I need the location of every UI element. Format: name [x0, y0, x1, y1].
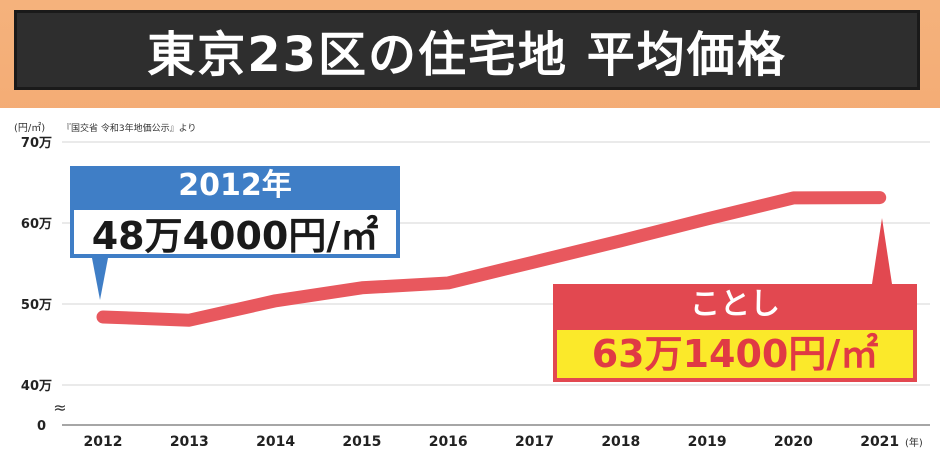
data-point: [706, 217, 709, 220]
y-zero-label: 0: [37, 419, 46, 434]
data-point: [447, 281, 450, 284]
y-tick-label: 70万: [21, 136, 52, 151]
x-tick-label: 2021: [860, 434, 899, 450]
chart-title: 東京23区の住宅地 平均価格: [147, 27, 787, 83]
x-axis-unit: (年): [905, 436, 923, 449]
data-point: [274, 299, 277, 302]
data-point: [619, 239, 622, 242]
x-tick-label: 2013: [170, 434, 209, 450]
title-bar: 東京23区の住宅地 平均価格: [14, 10, 920, 90]
data-point: [102, 315, 104, 318]
callout-2012: 2012年 48万4000円/㎡: [70, 166, 400, 258]
x-tick-label: 2015: [342, 434, 381, 450]
x-tick-label: 2017: [515, 434, 554, 450]
callout-2012-year: 2012年: [70, 166, 400, 206]
y-tick-label: 40万: [21, 379, 52, 394]
y-tick-label: 60万: [21, 217, 52, 232]
x-tick-label: 2020: [774, 434, 813, 450]
x-tick-label: 2012: [84, 434, 123, 450]
data-point: [533, 260, 536, 263]
series-line: [96, 191, 887, 327]
callout-2012-pointer: [92, 258, 108, 300]
y-tick-label: 50万: [21, 298, 52, 313]
data-point: [792, 196, 795, 199]
y-axis-unit: (円/㎡): [14, 123, 46, 134]
x-tick-label: 2018: [601, 434, 640, 450]
data-point: [188, 319, 191, 322]
data-point: [878, 196, 881, 199]
callout-current-value: 63万1400円/㎡: [553, 326, 917, 382]
axis-break-symbol: ≈: [53, 398, 66, 417]
callout-2012-value: 48万4000円/㎡: [70, 206, 400, 258]
x-tick-label: 2014: [256, 434, 295, 450]
callout-current-pointer: [872, 218, 892, 284]
data-point: [360, 286, 363, 289]
x-tick-label: 2016: [429, 434, 468, 450]
callout-current: ことし 63万1400円/㎡: [553, 284, 917, 382]
source-note: 『国交省 令和3年地価公示』より: [62, 124, 197, 134]
x-tick-label: 2019: [688, 434, 727, 450]
callout-current-label: ことし: [553, 284, 917, 326]
